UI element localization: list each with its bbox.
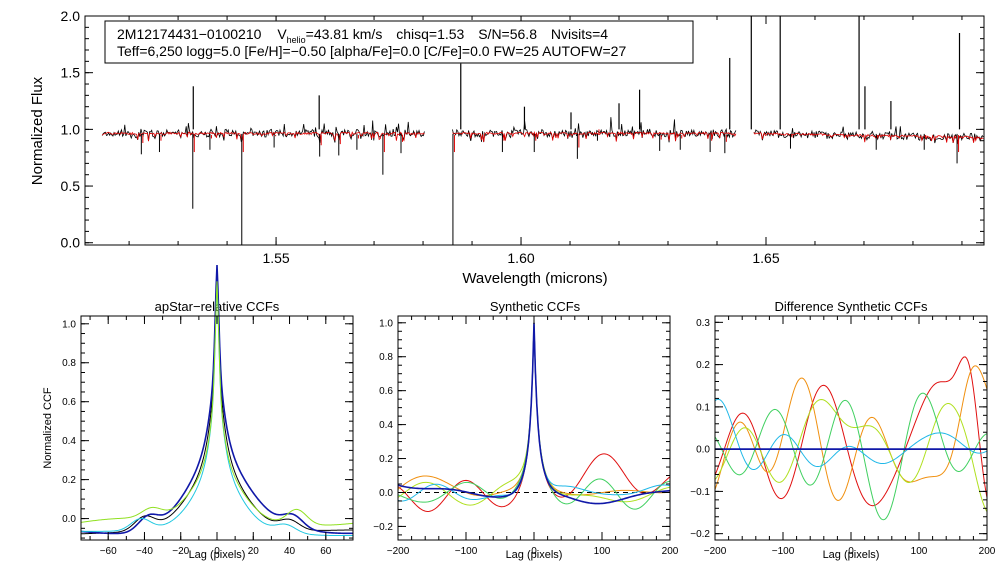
apstar-ccf-plot-area — [80, 265, 354, 537]
y-tick-label: −0.1 — [690, 487, 710, 498]
observed-spectrum-chip-2 — [452, 117, 737, 143]
synthetic-ccf-xlabel: Lag (pixels) — [506, 549, 563, 561]
spectrum-axes: 1.55 1.60 1.65 0.0 0.5 1.0 1.5 2.0 — [61, 8, 984, 266]
x-tick-label: −60 — [100, 546, 117, 557]
vhelio-value: =43.81 km/s — [306, 26, 383, 42]
difference-ccf-title: Difference Synthetic CCFs — [775, 299, 928, 314]
x-tick-label: −40 — [136, 546, 153, 557]
y-tick-label: 0.5 — [61, 178, 81, 194]
y-tick-label: 0.2 — [696, 360, 710, 371]
difference-ccf-series-2 — [714, 365, 988, 501]
y-tick-label: 0.6 — [62, 397, 76, 408]
y-tick-label: 1.0 — [62, 319, 76, 330]
chisq-value: chisq=1.53 — [396, 26, 464, 42]
vhelio-symbol: V — [277, 26, 287, 42]
apstar-ccf-panel: apStar−relative CCFs −60 −40 −20 0 20 40 60 0.0… — [42, 265, 354, 561]
x-tick-label: 40 — [284, 546, 296, 557]
y-tick-label: −0.2 — [373, 522, 393, 533]
spectrum-info-line1: 2M12174431−0100210 Vhelio=43.81 km/s chi… — [117, 26, 608, 45]
y-tick-label: 0.1 — [696, 402, 710, 413]
y-tick-label: 1.0 — [379, 318, 393, 329]
difference-ccf-panel: Difference Synthetic CCFs −200 −100 0 100 20… — [690, 299, 996, 561]
x-tick-label: −200 — [704, 546, 727, 557]
synthetic-ccf-plot-area — [397, 322, 671, 512]
model-spectrum-chip-3 — [753, 131, 984, 145]
y-tick-label: 0.0 — [379, 488, 393, 499]
apstar-ccf-xlabel: Lag (pixels) — [189, 549, 246, 561]
difference-ccf-series-5 — [714, 398, 988, 471]
difference-ccf-series-1 — [714, 356, 988, 507]
difference-ccf-plot-area — [714, 356, 988, 521]
star-id: 2M12174431−0100210 — [117, 26, 262, 42]
y-tick-label: 0.0 — [696, 445, 710, 456]
y-tick-label: 0.8 — [379, 352, 393, 363]
y-tick-label: 2.0 — [61, 8, 81, 24]
x-tick-label: 0 — [531, 546, 537, 557]
apstar-ccf-series-4 — [80, 281, 354, 526]
model-spectrum-chip-2 — [452, 131, 737, 143]
apstar-ccf-ylabel: Normalized CCF — [42, 387, 54, 469]
x-tick-label: 1.55 — [262, 250, 289, 266]
y-tick-label: 0.3 — [696, 318, 710, 329]
observed-spectrum-chip-1 — [101, 120, 425, 144]
spectrum-xlabel: Wavelength (microns) — [462, 270, 607, 287]
synthetic-ccf-title: Synthetic CCFs — [490, 299, 581, 314]
nvisits-value: Nvisits=4 — [551, 26, 608, 42]
synthetic-ccf-series-6 — [397, 322, 671, 505]
synthetic-ccf-panel: Synthetic CCFs −200 −100 0 100 200 −0.2 0.0 0.2… — [373, 299, 679, 561]
y-tick-label: −0.2 — [690, 529, 710, 540]
x-tick-label: 1.65 — [752, 250, 779, 266]
y-tick-label: 1.5 — [61, 65, 81, 81]
spectrum-panel: 1.55 1.60 1.65 0.0 0.5 1.0 1.5 2.0 Wavelength (… — [29, 8, 985, 287]
x-tick-label: 0 — [848, 546, 854, 557]
spectrum-info-line2: Teff=6,250 logg=5.0 [Fe/H]=−0.50 [alpha/… — [117, 43, 626, 59]
sn-value: S/N=56.8 — [478, 26, 537, 42]
x-tick-label: 200 — [662, 546, 679, 557]
spectrum-info-box — [104, 20, 694, 64]
difference-ccf-axes: −200 −100 0 100 200 −0.2 −0.1 0.0 0.1 0.2 0.3 — [690, 316, 996, 557]
model-spectrum-chip-1 — [101, 131, 425, 142]
apstar-ccf-frame — [80, 315, 354, 541]
spectrum-plot-area — [101, 16, 984, 245]
spectrum-ylabel: Normalized Flux — [29, 76, 46, 185]
x-tick-label: 200 — [979, 546, 996, 557]
synthetic-ccf-axes: −200 −100 0 100 200 −0.2 0.0 0.2 0.4 0.6 0.8 1.0 — [373, 316, 679, 557]
y-tick-label: 0.0 — [61, 235, 81, 251]
x-tick-label: 1.60 — [507, 250, 534, 266]
apstar-ccf-axes: −60 −40 −20 0 20 40 60 0.0 0.2 0.4 0.6 0.8 1.0 — [62, 316, 353, 557]
difference-ccf-frame — [714, 315, 988, 541]
x-tick-label: −200 — [387, 546, 410, 557]
x-tick-label: −20 — [172, 546, 189, 557]
x-tick-label: −100 — [455, 546, 478, 557]
x-tick-label: 20 — [248, 546, 260, 557]
difference-ccf-xlabel: Lag (pixels) — [823, 549, 880, 561]
x-tick-label: 100 — [911, 546, 928, 557]
difference-ccf-series-3 — [714, 398, 988, 512]
x-tick-label: 0 — [214, 546, 220, 557]
y-tick-label: 0.6 — [379, 386, 393, 397]
spectrum-frame — [84, 15, 985, 246]
x-tick-label: −100 — [772, 546, 795, 557]
y-tick-label: 0.4 — [379, 420, 393, 431]
y-tick-label: 0.2 — [62, 475, 76, 486]
difference-ccf-series-4 — [714, 392, 988, 521]
synthetic-ccf-series-1 — [397, 322, 671, 512]
y-tick-label: 1.0 — [61, 121, 81, 137]
y-tick-label: 0.8 — [62, 358, 76, 369]
apstar-ccf-series-2 — [80, 265, 354, 535]
y-tick-label: 0.2 — [379, 454, 393, 465]
vhelio-subscript: helio — [287, 35, 306, 45]
y-tick-label: 0.4 — [62, 436, 76, 447]
apstar-ccf-title: apStar−relative CCFs — [155, 299, 280, 314]
x-tick-label: 100 — [594, 546, 611, 557]
y-tick-label: 0.0 — [62, 514, 76, 525]
x-tick-label: 60 — [320, 546, 332, 557]
